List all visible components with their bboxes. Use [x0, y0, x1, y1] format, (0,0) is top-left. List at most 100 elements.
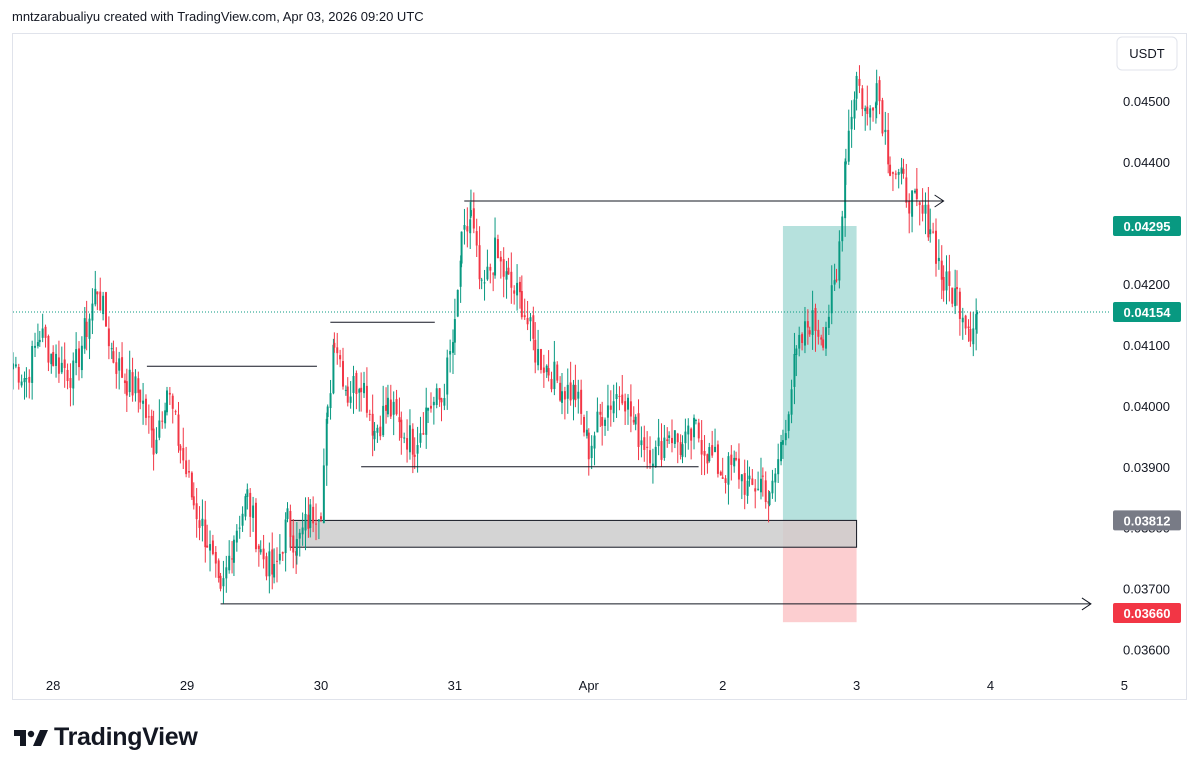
candle-6: [28, 369, 31, 399]
candle-262: [711, 430, 714, 458]
candle-326: [878, 76, 881, 115]
candle-body: [492, 273, 495, 275]
candle-133: [365, 367, 368, 418]
candle-body: [78, 348, 81, 368]
candle-121: [333, 332, 336, 353]
tradingview-logo-icon: [14, 729, 48, 746]
candle-354: [954, 269, 957, 315]
candle-body: [358, 389, 361, 393]
candle-322: [869, 105, 872, 131]
candle-body: [697, 422, 700, 439]
candle-207: [561, 372, 563, 415]
candle-112: [312, 496, 315, 533]
candle-body: [292, 535, 295, 553]
candle-127: [349, 381, 352, 409]
candle-114: [317, 518, 320, 540]
candle-body: [91, 303, 94, 321]
candle-43: [128, 350, 131, 397]
y-tick-label-9: 0.04500: [1123, 94, 1170, 109]
candle-body: [671, 437, 673, 444]
candle-45: [134, 369, 137, 402]
candle-body: [612, 401, 615, 414]
candle-body: [25, 378, 28, 380]
target-price-label-text: 0.04295: [1124, 219, 1171, 234]
candle-83: [235, 524, 238, 552]
candle-77: [219, 572, 222, 592]
candle-199: [539, 348, 542, 374]
candle-body: [211, 540, 214, 555]
candle-258: [700, 420, 703, 475]
candle-body: [900, 167, 903, 174]
candle-13: [47, 334, 50, 372]
entry-price-label-bg: [1113, 510, 1181, 531]
candle-body: [289, 510, 292, 538]
candle-352: [948, 254, 951, 302]
candle-body: [249, 492, 252, 517]
candle-body: [563, 391, 566, 400]
candle-307: [830, 265, 833, 325]
chart-attribution: mntzarabualiyu created with TradingView.…: [12, 9, 424, 24]
candle-body: [408, 425, 411, 453]
y-tick-label-6: 0.04200: [1123, 277, 1170, 292]
candle-58: [168, 387, 171, 405]
candle-body: [85, 321, 88, 337]
candle-body: [721, 477, 724, 479]
candle-body: [975, 314, 978, 330]
candle-282: [764, 471, 767, 509]
candle-359: [967, 319, 970, 342]
candle-body: [34, 345, 37, 348]
candle-body: [496, 239, 499, 259]
candle-body: [553, 361, 556, 390]
candle-body: [875, 83, 878, 106]
candle-7: [31, 340, 34, 400]
candle-315: [850, 100, 853, 148]
candle-289: [781, 429, 784, 459]
candle-301: [814, 303, 817, 352]
candle-body: [927, 204, 930, 238]
candle-303: [820, 334, 823, 346]
candle-61: [177, 401, 180, 453]
candle-body: [244, 496, 247, 517]
candle-170: [463, 208, 466, 245]
candle-body: [177, 414, 180, 446]
candle-93: [262, 534, 265, 569]
candle-body: [50, 353, 53, 365]
candle-232: [629, 384, 632, 433]
candle-body: [679, 442, 682, 455]
candle-156: [427, 407, 430, 423]
candle-body: [443, 398, 446, 406]
candle-body: [469, 210, 472, 217]
candle-body: [577, 391, 580, 399]
candle-219: [593, 431, 596, 466]
candle-22: [72, 352, 75, 406]
candle-292: [790, 379, 793, 424]
candle-33: [102, 291, 105, 321]
candle-body: [333, 342, 336, 348]
candle-body: [520, 291, 523, 318]
candle-body: [820, 337, 823, 340]
chart-panel[interactable]: 0.036000.037000.038000.039000.040000.041…: [12, 33, 1187, 700]
candle-body: [155, 439, 158, 454]
candle-body: [382, 405, 385, 436]
candle-67: [192, 482, 195, 510]
candle-body: [206, 545, 209, 548]
candle-188: [510, 252, 513, 304]
candle-314: [847, 109, 850, 165]
candle-260: [706, 453, 709, 474]
candle-306: [827, 304, 830, 336]
candle-body: [480, 279, 483, 281]
candle-79: [225, 555, 228, 593]
candle-body: [344, 389, 347, 391]
candle-body: [940, 260, 943, 280]
candle-body: [469, 219, 472, 234]
candle-body: [539, 349, 542, 370]
candle-206: [559, 376, 562, 402]
candle-body: [355, 372, 358, 395]
candle-275: [746, 460, 749, 504]
candle-body: [878, 80, 881, 102]
candle-body: [352, 376, 355, 393]
price-chart[interactable]: 0.036000.037000.038000.039000.040000.041…: [13, 34, 1188, 701]
candle-body: [419, 433, 422, 443]
candle-body: [254, 502, 257, 550]
candle-body: [777, 459, 780, 475]
